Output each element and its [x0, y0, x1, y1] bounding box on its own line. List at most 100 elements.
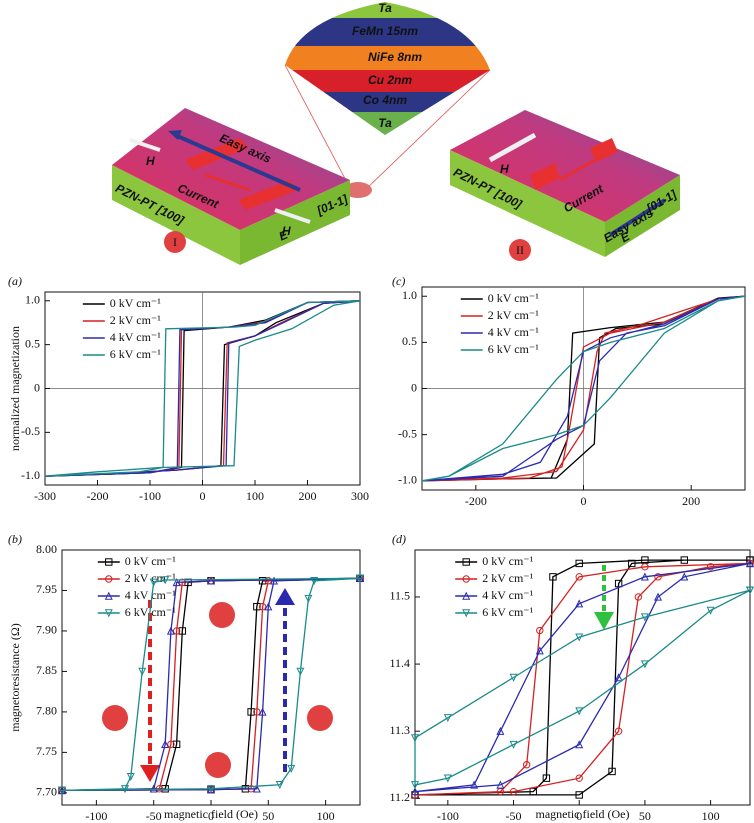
legend-marker	[105, 558, 113, 566]
x-tick-label: 0	[576, 809, 582, 823]
layer-label: FeMn 15nm	[352, 24, 418, 38]
marker	[745, 586, 754, 595]
marker	[628, 559, 636, 568]
x-tick-label: -50	[506, 809, 522, 823]
marker	[258, 707, 267, 716]
legend-marker	[104, 591, 113, 600]
marker	[258, 577, 267, 585]
plot: (a) -300 -200 -100 0 100 200 300 -1.0 -0.5 0 0.5 1.0…	[8, 274, 369, 503]
y-tick-label: 8.00	[36, 542, 57, 556]
x-tick-label: 50	[262, 809, 274, 823]
marker	[496, 726, 505, 735]
y-tick-label: 1.0	[402, 288, 417, 302]
marker	[640, 572, 649, 581]
legend-label: 0 kV cm⁻¹	[482, 554, 533, 568]
marker	[253, 708, 261, 716]
y-tick-label: 0.5	[402, 334, 417, 348]
y-tick-label: 11.3	[389, 723, 410, 737]
marker	[57, 786, 67, 795]
marker	[640, 660, 649, 669]
y-tick-label: 0	[34, 380, 40, 394]
marker	[296, 667, 305, 676]
marker	[206, 785, 216, 794]
legend-label: 2 kV cm⁻¹	[125, 571, 176, 585]
plot: (d) -100 -50 0 50 100 11.2 11.3 11.4 11.5 magnetic…	[389, 532, 754, 823]
badge: I	[173, 235, 177, 249]
marker	[706, 563, 715, 571]
annotation-arrows	[102, 565, 614, 782]
legend-label: 6 kV cm⁻¹	[110, 347, 161, 361]
x-tick-label: -100	[437, 809, 459, 823]
marker	[178, 627, 187, 635]
marker	[172, 627, 181, 635]
layer-label: Cu 2nm	[368, 73, 412, 87]
plot: (b) -100 -50 0 50 100 7.70 7.75 7.80 7.85 7.90 7.95…	[8, 532, 365, 823]
marker	[575, 599, 584, 608]
marker	[614, 727, 623, 735]
marker	[536, 626, 544, 635]
badge: II	[516, 243, 524, 257]
marker	[264, 577, 273, 585]
marker	[121, 785, 130, 794]
legend-marker	[462, 609, 471, 618]
x-tick-label: 200	[299, 489, 317, 503]
x-tick-label: 200	[682, 494, 700, 508]
marker	[575, 774, 583, 782]
marker	[355, 574, 365, 583]
legend-label: 2 kV cm⁻¹	[110, 313, 161, 327]
marker	[161, 739, 170, 748]
marker	[253, 602, 261, 611]
marker	[258, 602, 267, 611]
marker	[654, 573, 662, 581]
marker	[172, 578, 181, 587]
marker	[310, 577, 319, 586]
legend-label: 2 kV cm⁻¹	[488, 308, 539, 322]
marker	[575, 559, 583, 568]
marker	[654, 592, 663, 601]
y-tick-label: 7.80	[36, 704, 57, 718]
marker	[746, 556, 754, 564]
x-tick-label: 100	[702, 809, 720, 823]
y-tick-label: 1.0	[25, 293, 40, 307]
marker	[575, 740, 584, 749]
panel-label: (b)	[8, 532, 22, 546]
marker	[680, 572, 689, 581]
x-tick-label: -200	[465, 494, 487, 508]
series-line	[61, 577, 361, 792]
zoom-line	[284, 64, 351, 189]
legend-label: 4 kV cm⁻¹	[125, 588, 176, 602]
marker	[634, 593, 643, 601]
marker	[287, 764, 296, 773]
series-line	[414, 589, 751, 786]
marker	[166, 626, 175, 635]
marker	[496, 780, 505, 789]
marker	[138, 667, 147, 676]
layer-label: Co 4nm	[363, 93, 407, 107]
legend-marker	[462, 575, 470, 583]
marker	[706, 606, 715, 615]
x-axis-label: magnetic field (Oe)	[536, 807, 630, 821]
marker	[270, 576, 279, 585]
device-1: Easy axis H Current H PZN-PT [100] [01-1…	[112, 108, 351, 265]
x-tick-label: -100	[85, 809, 107, 823]
marker	[549, 573, 557, 581]
marker	[443, 774, 452, 783]
y-tick-label: 11.4	[389, 656, 410, 670]
y-tick-label: -1.0	[21, 468, 40, 482]
marker	[247, 708, 255, 716]
legend-marker	[105, 575, 113, 583]
y-tick-label: 0.5	[25, 336, 40, 350]
y-tick-label: -1.0	[398, 473, 417, 487]
marker	[304, 594, 313, 603]
layer-label: Ta	[378, 116, 392, 130]
y-tick-label: 11.5	[389, 589, 410, 603]
marker	[509, 787, 518, 796]
marker	[167, 740, 175, 748]
panel-label: (c)	[392, 274, 405, 288]
x-tick-label: 0	[200, 489, 206, 503]
legend-label: 0 kV cm⁻¹	[110, 296, 161, 310]
legend-marker	[462, 558, 470, 566]
marker	[535, 646, 544, 655]
series-line	[421, 295, 746, 482]
